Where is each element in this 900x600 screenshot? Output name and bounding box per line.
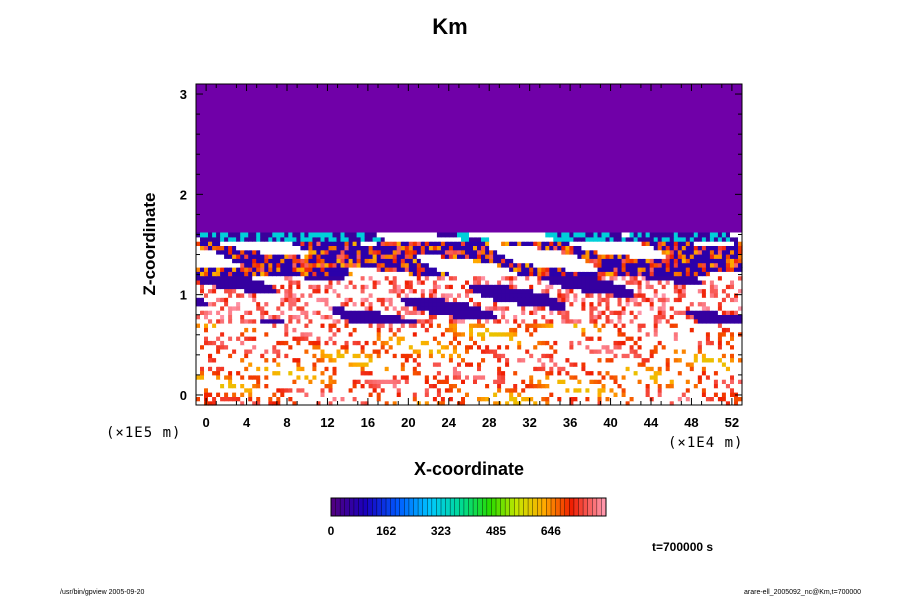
colorbar-segment (546, 498, 552, 516)
x-tick-label: 40 (603, 415, 617, 430)
colorbar-segment (376, 498, 382, 516)
colorbar-segment (587, 498, 593, 516)
colorbar-segment (477, 498, 483, 516)
colorbar-segment (468, 498, 474, 516)
x-tick-label: 48 (684, 415, 698, 430)
colorbar-segment (450, 498, 456, 516)
y-tick-label: 3 (180, 87, 187, 102)
colorbar: 0 162 323 485 646 (328, 497, 607, 538)
colorbar-segment (395, 498, 401, 516)
colorbar-segment (514, 498, 520, 516)
colorbar-segment (463, 498, 469, 516)
footer-command: /usr/bin/gpview 2005-09-20 (60, 589, 145, 596)
colorbar-segment (518, 498, 524, 516)
colorbar-segment (596, 498, 602, 516)
colorbar-segment (560, 498, 566, 516)
colorbar-tick-label: 646 (541, 524, 561, 538)
colorbar-segment (537, 498, 543, 516)
x-tick-label: 28 (482, 415, 496, 430)
colorbar-segment (436, 498, 442, 516)
colorbar-tick-label: 0 (328, 524, 335, 538)
colorbar-segment (601, 498, 607, 516)
colorbar-frame (330, 497, 607, 517)
x-axis-label: X-coordinate (413, 459, 524, 479)
colorbar-segment (482, 498, 488, 516)
colorbar-segment (573, 498, 579, 516)
colorbar-segment (353, 498, 359, 516)
colorbar-segment (399, 498, 405, 516)
colorbar-segment (367, 498, 373, 516)
colorbar-segment (413, 498, 419, 516)
colorbar-segment (427, 498, 433, 516)
colorbar-segment (528, 498, 533, 516)
colorbar-segment (422, 498, 428, 516)
y-tick-label: 0 (180, 388, 187, 403)
colorbar-segment (551, 498, 556, 516)
colorbar-segment (578, 498, 584, 516)
x-tick-label: 0 (202, 415, 209, 430)
colorbar-segment (491, 498, 497, 516)
colorbar-segment (390, 498, 396, 516)
colorbar-segment (532, 498, 538, 516)
y-tick-label: 2 (180, 187, 187, 202)
colorbar-segment (431, 498, 437, 516)
chart-title: Km (432, 14, 468, 39)
colorbar-segment (555, 498, 561, 516)
colorbar-segment (569, 498, 575, 516)
colorbar-segment (473, 498, 478, 516)
plot-frame (195, 83, 743, 406)
x-tick-label: 8 (283, 415, 290, 430)
colorbar-segment (454, 498, 460, 516)
x-tick-label: 52 (725, 415, 739, 430)
x-tick-label: 24 (442, 415, 457, 430)
colorbar-segment (509, 498, 515, 516)
x-tick-label: 16 (361, 415, 375, 430)
colorbar-segment (500, 498, 506, 516)
colorbar-segment (340, 498, 346, 516)
x-tick-label: 12 (320, 415, 334, 430)
footer-file: arare-ell_2005092_nc@Km,t=700000 (744, 589, 862, 596)
colorbar-segment (523, 498, 529, 516)
colorbar-segment (381, 498, 387, 516)
x-tick-label: 4 (243, 415, 251, 430)
colorbar-segment (344, 498, 350, 516)
colorbar-tick-label: 162 (376, 524, 396, 538)
x-tick-label: 44 (644, 415, 659, 430)
y-axis-unit: (×1E5 m) (106, 425, 182, 441)
x-tick-label: 32 (522, 415, 536, 430)
colorbar-segment (445, 498, 451, 516)
colorbar-segment (372, 498, 378, 516)
colorbar-segment (349, 498, 355, 516)
y-tick-label: 1 (180, 288, 187, 303)
colorbar-segment (386, 498, 391, 516)
colorbar-segment (358, 498, 364, 516)
colorbar-segment (583, 498, 588, 516)
colorbar-segment (408, 498, 414, 516)
colorbar-segment (363, 498, 368, 516)
colorbar-segment (404, 498, 410, 516)
heatmap-field (196, 84, 743, 406)
colorbar-segment (486, 498, 492, 516)
colorbar-segment (418, 498, 423, 516)
colorbar-tick-label: 485 (486, 524, 506, 538)
colorbar-segment (541, 498, 547, 516)
colorbar-segment (505, 498, 511, 516)
time-label: t=700000 s (652, 540, 714, 554)
colorbar-segment (441, 498, 446, 516)
colorbar-tick-label: 323 (431, 524, 451, 538)
colorbar-segment (331, 498, 336, 516)
colorbar-segment (459, 498, 465, 516)
x-axis-unit: (×1E4 m) (668, 435, 744, 451)
colorbar-segment (496, 498, 501, 516)
colorbar-segment (335, 498, 341, 516)
x-tick-label: 36 (563, 415, 577, 430)
colorbar-segment (592, 498, 598, 516)
colorbar-segment (564, 498, 570, 516)
x-tick-label: 20 (401, 415, 415, 430)
